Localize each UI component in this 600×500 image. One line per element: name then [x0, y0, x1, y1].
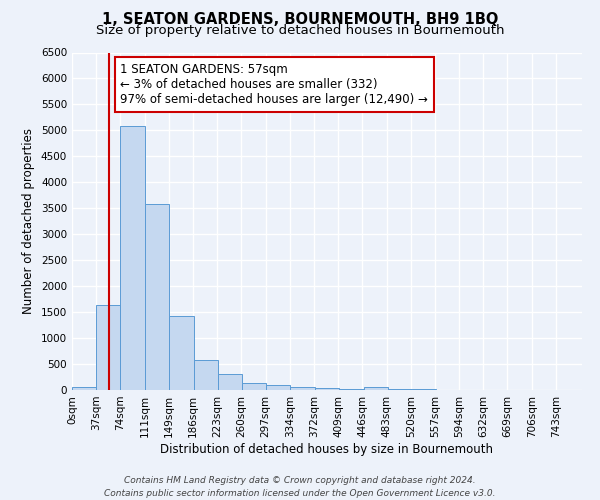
- X-axis label: Distribution of detached houses by size in Bournemouth: Distribution of detached houses by size …: [161, 442, 493, 456]
- Bar: [242, 382, 266, 390]
- Bar: [169, 316, 194, 390]
- Bar: [121, 126, 145, 390]
- Bar: [364, 388, 388, 390]
- Bar: [72, 388, 96, 390]
- Text: Contains HM Land Registry data © Crown copyright and database right 2024.
Contai: Contains HM Land Registry data © Crown c…: [104, 476, 496, 498]
- Text: Size of property relative to detached houses in Bournemouth: Size of property relative to detached ho…: [96, 24, 504, 37]
- Text: 1 SEATON GARDENS: 57sqm
← 3% of detached houses are smaller (332)
97% of semi-de: 1 SEATON GARDENS: 57sqm ← 3% of detached…: [121, 62, 428, 106]
- Y-axis label: Number of detached properties: Number of detached properties: [22, 128, 35, 314]
- Bar: [340, 389, 364, 390]
- Text: 1, SEATON GARDENS, BOURNEMOUTH, BH9 1BQ: 1, SEATON GARDENS, BOURNEMOUTH, BH9 1BQ: [102, 12, 498, 28]
- Bar: [194, 360, 218, 390]
- Bar: [145, 204, 169, 390]
- Bar: [218, 374, 242, 390]
- Bar: [266, 385, 290, 390]
- Bar: [290, 387, 314, 390]
- Bar: [315, 388, 340, 390]
- Bar: [96, 306, 121, 390]
